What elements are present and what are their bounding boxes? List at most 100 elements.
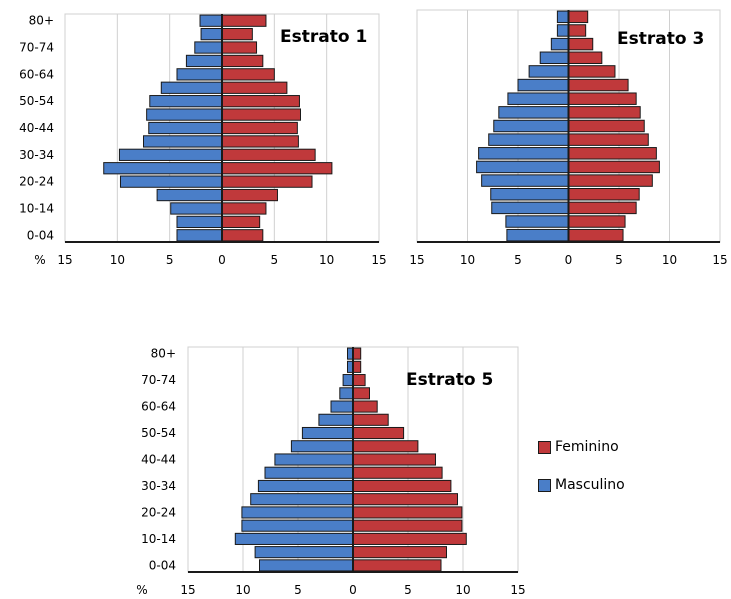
x-tick-label: 15 <box>180 583 195 597</box>
bar-masculino-10-14 <box>170 202 223 215</box>
bar-feminino-10-14 <box>221 202 267 215</box>
bar-feminino-70-74 <box>221 41 258 54</box>
bar-masculino-50-54 <box>149 95 223 108</box>
bar-masculino-35-39 <box>264 466 354 479</box>
x-tick-label: 10 <box>235 583 250 597</box>
bar-masculino-15-19 <box>156 188 223 202</box>
bar-feminino-15-19 <box>221 188 278 202</box>
y-tick-label: 70-74 <box>141 373 176 387</box>
bar-masculino-35-39 <box>488 133 569 146</box>
x-tick-label: 0 <box>349 583 357 597</box>
bar-masculino-30-34 <box>118 148 223 161</box>
bar-feminino-25-29 <box>221 162 333 175</box>
bar-feminino-65-69 <box>221 54 264 68</box>
bar-masculino-0-04 <box>506 228 570 242</box>
bar-feminino-10-14 <box>352 532 467 545</box>
bar-feminino-55-59 <box>568 78 629 92</box>
bar-feminino-50-54 <box>352 426 405 440</box>
y-tick-label: 70-74 <box>19 41 54 55</box>
pyramid-estrato-5: 15 10 5 0 5 10 15% 80+ 70-74 60-64 50-54 40-44 30-34… <box>136 346 526 597</box>
x-axis-label: % <box>136 583 147 597</box>
legend: Feminino Masculino <box>538 436 625 512</box>
bar-masculino-20-24 <box>119 175 223 188</box>
bar-feminino-35-39 <box>568 133 649 146</box>
x-tick-label: 10 <box>110 253 125 267</box>
bar-feminino-15-19 <box>568 188 640 201</box>
bar-masculino-25-29 <box>476 160 569 174</box>
x-tick-label: 0 <box>218 253 226 267</box>
bar-feminino-50-54 <box>221 95 300 108</box>
chart-title: Estrato 1 <box>280 27 367 47</box>
bar-masculino-35-39 <box>143 135 223 148</box>
bar-masculino-75-79 <box>556 24 570 37</box>
bar-masculino-70-74 <box>342 374 354 387</box>
y-tick-label: 60-64 <box>19 67 54 81</box>
bar-feminino-55-59 <box>352 413 389 426</box>
y-tick-label: 50-54 <box>141 426 176 440</box>
x-tick-label: 5 <box>514 253 522 267</box>
chart-title: Estrato 3 <box>617 29 704 49</box>
bar-feminino-75-79 <box>221 27 253 41</box>
bar-feminino-60-64 <box>352 400 378 413</box>
bar-feminino-70-74 <box>568 37 594 51</box>
legend-label-masculino: Masculino <box>555 477 625 493</box>
y-tick-label: 40-44 <box>141 453 176 467</box>
y-tick-label: 20-24 <box>19 175 54 189</box>
bar-masculino-10-14 <box>234 532 354 545</box>
bar-feminino-80+ <box>568 10 589 24</box>
bar-masculino-10-14 <box>491 201 569 215</box>
bar-feminino-70-74 <box>352 374 366 387</box>
bar-masculino-70-74 <box>550 37 570 51</box>
bar-feminino-10-14 <box>568 201 637 215</box>
x-tick-label: 5 <box>166 253 174 267</box>
bar-feminino-0-04 <box>568 228 624 242</box>
bar-masculino-75-79 <box>200 27 223 41</box>
y-tick-label: 10-14 <box>141 532 176 546</box>
bar-feminino-30-34 <box>568 147 657 160</box>
bar-feminino-40-44 <box>352 453 436 466</box>
bar-feminino-45-49 <box>352 440 419 453</box>
bar-masculino-50-54 <box>301 426 354 440</box>
y-tick-label: 40-44 <box>19 121 54 135</box>
bar-feminino-75-79 <box>568 24 587 37</box>
y-tick-label: 20-24 <box>141 505 176 519</box>
bar-feminino-25-29 <box>352 493 458 506</box>
bar-masculino-15-19 <box>490 188 570 201</box>
bar-masculino-0-04 <box>259 559 354 572</box>
bar-feminino-0-04 <box>221 229 264 242</box>
bar-masculino-55-59 <box>318 413 354 426</box>
bar-feminino-60-64 <box>221 68 275 81</box>
y-tick-label: 10-14 <box>19 201 54 215</box>
bar-masculino-60-64 <box>330 400 354 413</box>
bar-masculino-50-54 <box>507 92 569 105</box>
bar-feminino-75-79 <box>352 360 362 373</box>
bar-masculino-55-59 <box>517 78 569 92</box>
x-tick-label: 5 <box>615 253 623 267</box>
bar-masculino-40-44 <box>493 119 570 133</box>
bar-feminino-5-09 <box>221 215 261 229</box>
bar-feminino-20-24 <box>568 174 653 187</box>
bar-feminino-50-54 <box>568 92 637 105</box>
bar-feminino-45-49 <box>568 106 641 119</box>
bar-feminino-40-44 <box>221 121 298 135</box>
bar-feminino-20-24 <box>352 506 463 519</box>
bar-masculino-30-34 <box>257 479 354 493</box>
y-tick-label: 0-04 <box>149 558 176 572</box>
legend-swatch-feminino <box>538 440 551 454</box>
bar-masculino-20-24 <box>241 506 354 519</box>
bar-masculino-45-49 <box>498 106 569 119</box>
bar-feminino-30-34 <box>221 148 316 161</box>
bar-masculino-5-09 <box>254 546 354 559</box>
y-tick-label: 0-04 <box>27 228 54 242</box>
x-tick-label: 5 <box>271 253 279 267</box>
y-tick-label: 60-64 <box>141 400 176 414</box>
bar-feminino-35-39 <box>352 466 443 479</box>
bar-masculino-60-64 <box>176 68 223 81</box>
x-tick-label: 10 <box>319 253 334 267</box>
bar-masculino-60-64 <box>528 65 569 78</box>
bar-feminino-15-19 <box>352 519 463 532</box>
bar-feminino-5-09 <box>352 546 447 559</box>
y-tick-label: 30-34 <box>19 148 54 162</box>
x-tick-label: 15 <box>712 253 727 267</box>
